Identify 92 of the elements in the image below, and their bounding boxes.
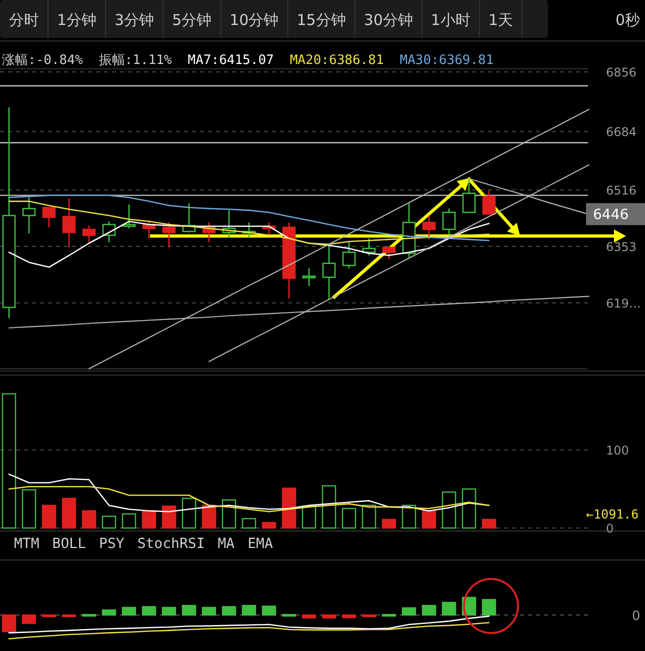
- text: 1小时: [430, 11, 470, 29]
- bar: [302, 614, 316, 618]
- bar: [222, 606, 236, 616]
- candlestick: [42, 206, 56, 228]
- bar: [42, 504, 56, 529]
- bar: [182, 604, 196, 616]
- bar: [322, 614, 336, 618]
- text: 30分钟: [364, 11, 413, 29]
- text: MA20:6386.81: [290, 53, 384, 68]
- bar: [162, 606, 176, 616]
- y-tick-label: 6684: [606, 125, 637, 140]
- candlestick: [82, 224, 96, 243]
- candlestick: [22, 196, 36, 234]
- bar: [2, 614, 16, 632]
- candlestick: [342, 242, 356, 269]
- bar: [22, 614, 36, 624]
- bar: [102, 609, 116, 616]
- y-tick-label: 6516: [606, 183, 637, 198]
- text: 6446: [593, 207, 629, 224]
- y-tick-label: 6856: [606, 65, 637, 80]
- text: MTM: [14, 536, 40, 552]
- text: StochRSI: [137, 536, 205, 552]
- bar: [122, 606, 136, 616]
- candlestick: [422, 214, 436, 240]
- line-series: [8, 194, 490, 242]
- line-series: [8, 220, 490, 268]
- bar: [122, 513, 136, 529]
- text: 1分钟: [57, 11, 97, 29]
- candlestick: [482, 190, 496, 215]
- bar: [342, 614, 356, 618]
- text: ←1091.6: [586, 506, 639, 522]
- text: MA: [218, 536, 236, 552]
- bar: [402, 607, 416, 616]
- bar: [102, 516, 116, 529]
- bar: [262, 606, 276, 616]
- bar: [202, 504, 216, 529]
- bar: [142, 510, 156, 529]
- bar: [422, 510, 436, 529]
- text: 分时: [9, 11, 39, 29]
- bar: [2, 393, 16, 529]
- text: 振幅:1.11%: [98, 53, 172, 68]
- candlestick: [62, 198, 76, 248]
- bar: [482, 598, 496, 616]
- bar: [22, 489, 36, 529]
- candlestick: [382, 246, 396, 260]
- bar: [462, 488, 476, 529]
- bar: [342, 508, 356, 529]
- text: PSY: [99, 536, 125, 552]
- y-tick-label: 100: [606, 443, 629, 458]
- bar: [82, 510, 96, 529]
- bar: [182, 498, 196, 529]
- bar: [482, 518, 496, 529]
- bar: [142, 606, 156, 616]
- line-series: [8, 486, 490, 512]
- bar: [282, 488, 296, 529]
- bar: [242, 518, 256, 529]
- candlestick: [442, 208, 456, 236]
- bar: [222, 499, 236, 529]
- text: 0秒: [615, 11, 640, 29]
- text: 3分钟: [114, 11, 154, 29]
- bar: [442, 602, 456, 616]
- bar: [242, 604, 256, 616]
- candlestick: [462, 178, 476, 214]
- text: 15分钟: [296, 11, 346, 29]
- bar: [202, 606, 216, 616]
- bar: [442, 492, 456, 529]
- bar: [302, 506, 316, 529]
- text: MA30:6369.81: [400, 53, 494, 68]
- text: 10分钟: [230, 11, 279, 29]
- y-tick-label: 6353: [606, 240, 637, 254]
- line-series: [8, 200, 490, 245]
- bar: [362, 504, 376, 529]
- candlestick: [322, 246, 336, 300]
- text: 5分钟: [172, 11, 212, 29]
- line-series: [8, 474, 490, 512]
- bar: [402, 504, 416, 529]
- bar: [62, 498, 76, 529]
- bar: [422, 604, 436, 616]
- text: 1天: [488, 11, 514, 29]
- bar: [162, 506, 176, 529]
- text: 涨幅:-0.84%: [2, 53, 83, 68]
- text: EMA: [248, 536, 274, 552]
- candlestick: [302, 268, 316, 287]
- bar: [322, 485, 336, 529]
- y-tick-label: 619…: [606, 296, 641, 310]
- y-tick-label: 0: [606, 522, 614, 536]
- bar: [262, 522, 276, 529]
- candlestick: [122, 204, 136, 229]
- candlestick: [162, 222, 176, 248]
- text: BOLL: [52, 536, 86, 552]
- bar: [382, 518, 396, 529]
- text: MA7:6415.07: [188, 53, 274, 68]
